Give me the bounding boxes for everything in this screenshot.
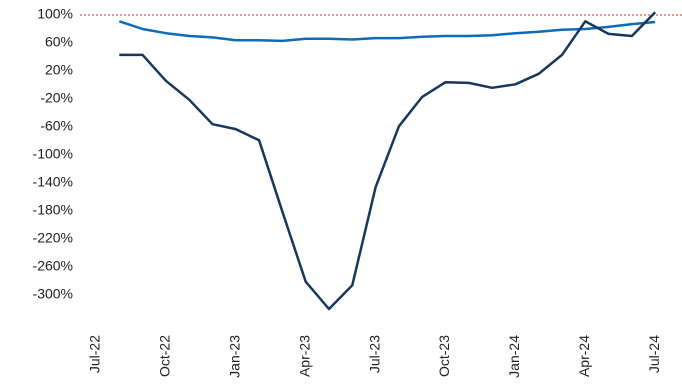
y-tick-label: -220% (33, 230, 73, 246)
x-tick-label: Jul-22 (87, 335, 103, 373)
y-tick-label: -100% (33, 146, 73, 162)
y-tick-label: 20% (45, 62, 73, 78)
x-tick-label: Oct-22 (157, 335, 173, 377)
y-tick-label: -20% (40, 90, 73, 106)
series-line (119, 11, 657, 311)
series-line (118, 20, 656, 43)
y-tick-label: -60% (40, 118, 73, 134)
x-tick-label: Jul-23 (366, 335, 382, 373)
y-tick-label: -180% (33, 202, 73, 218)
y-tick-label: 60% (45, 34, 73, 50)
y-tick-label: -260% (33, 258, 73, 274)
y-tick-label: 100% (37, 6, 73, 22)
x-tick-label: Jul-24 (646, 335, 662, 373)
y-tick-label: -300% (33, 286, 73, 302)
x-tick-label: Oct-23 (436, 335, 452, 377)
y-tick-label: -140% (33, 174, 73, 190)
x-tick-label: Apr-23 (296, 335, 312, 377)
x-tick-label: Jan-24 (506, 335, 522, 378)
x-tick-label: Apr-24 (576, 335, 592, 377)
x-tick-label: Jan-23 (227, 335, 243, 378)
